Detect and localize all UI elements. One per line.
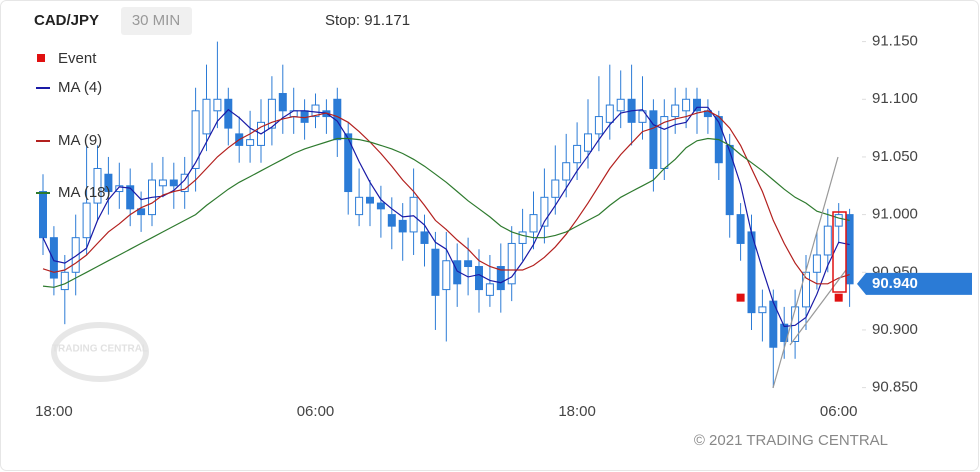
legend-label: MA (9) [58, 132, 102, 149]
candle-body [725, 144, 734, 216]
candle-body [605, 104, 614, 123]
candle-body [812, 254, 821, 273]
pattern-box [832, 211, 847, 293]
candle-body [453, 260, 462, 285]
candle-body [169, 179, 178, 187]
trend-line [789, 269, 847, 346]
candle-body [39, 191, 47, 239]
candle-body [191, 110, 200, 169]
candle-body [780, 323, 789, 342]
chart-title: CAD/JPY [34, 12, 99, 29]
ma-line [42, 110, 850, 285]
watermark: TRADING CENTRAL [52, 344, 148, 355]
y-tick-label: 91.150 [872, 33, 918, 50]
candle-body [60, 271, 69, 291]
candle-body [507, 242, 516, 285]
candle-body [747, 231, 756, 314]
candle-body [224, 98, 233, 129]
candle-body [267, 98, 276, 129]
candle-body [551, 179, 560, 198]
candle-body [333, 98, 342, 141]
price-tag [857, 272, 972, 295]
candle-body [540, 196, 549, 227]
candle-body [475, 266, 483, 291]
y-tick-label: 91.100 [872, 90, 918, 107]
candle-body [104, 173, 113, 193]
candle-body [158, 179, 167, 187]
candle-body [736, 214, 745, 244]
candle-body [638, 110, 647, 123]
candle-body [344, 133, 353, 193]
candle-body [366, 196, 374, 204]
candle-body [278, 93, 287, 112]
x-tick-label: 18:00 [558, 403, 596, 420]
candle-body [758, 306, 767, 314]
candle-body [126, 185, 135, 210]
candle-body [693, 98, 701, 112]
candle-body [682, 98, 691, 112]
stop-text: Stop: 91.171 [325, 12, 410, 29]
candle-body [671, 104, 680, 118]
legend-label: Event [58, 50, 97, 67]
candle-body [823, 225, 832, 256]
event-marker [736, 293, 745, 302]
legend-label: MA (18) [58, 184, 111, 201]
candle-body [93, 167, 102, 204]
candle-body [213, 98, 222, 112]
trend-line [772, 156, 839, 389]
candle-body [376, 202, 385, 210]
candle-body [431, 248, 440, 296]
candle-body [387, 214, 396, 227]
candle-body [529, 214, 538, 233]
candle-body [464, 260, 473, 268]
candle-body [834, 214, 843, 227]
candle-body [202, 98, 211, 135]
event-marker [834, 293, 843, 302]
y-tick-label: 91.050 [872, 148, 918, 165]
y-tick-label: 90.900 [872, 321, 918, 338]
candle-body [485, 283, 494, 296]
candle-body [49, 237, 58, 279]
candle-body [355, 196, 364, 216]
candle-body [398, 219, 407, 233]
x-tick-label: 06:00 [820, 403, 858, 420]
candle-body [137, 208, 146, 216]
candle-body [246, 139, 255, 146]
candle-body [791, 306, 800, 342]
candle-body [649, 110, 658, 169]
legend: Event MA (4) MA (9) MA (18) [36, 50, 111, 201]
candle-body [496, 266, 505, 291]
candle-body [660, 116, 669, 169]
candle-body [311, 104, 320, 118]
plot: 90.85090.90090.95091.00091.05091.10091.1… [35, 33, 918, 420]
candle-body [562, 162, 571, 181]
timeframe-badge [121, 7, 192, 35]
copyright: © 2021 TRADING CENTRAL [694, 432, 888, 449]
legend-swatch [37, 54, 45, 62]
x-tick-label: 18:00 [35, 403, 73, 420]
candle-body [845, 214, 854, 285]
candle-body [409, 196, 418, 233]
ma-line [42, 137, 850, 288]
candle-body [594, 116, 603, 135]
candle-body [442, 260, 451, 291]
candle-body [584, 133, 592, 152]
candle-body [420, 231, 429, 244]
y-tick-label: 91.000 [872, 206, 918, 223]
candle-body [616, 98, 625, 112]
x-tick-label: 06:00 [297, 403, 335, 420]
timeframe: 30 MIN [132, 12, 180, 29]
y-tick-label: 90.850 [872, 379, 918, 396]
candle-body [518, 231, 527, 244]
watermark-logo: TRADING CENTRAL [51, 322, 149, 382]
price-tag-label: 90.940 [872, 275, 918, 292]
legend-label: MA (4) [58, 79, 102, 96]
candle-body [71, 237, 80, 273]
candle-body [82, 202, 91, 239]
candle-body [573, 144, 582, 164]
candle-body [115, 185, 124, 193]
ma-line [42, 106, 850, 328]
